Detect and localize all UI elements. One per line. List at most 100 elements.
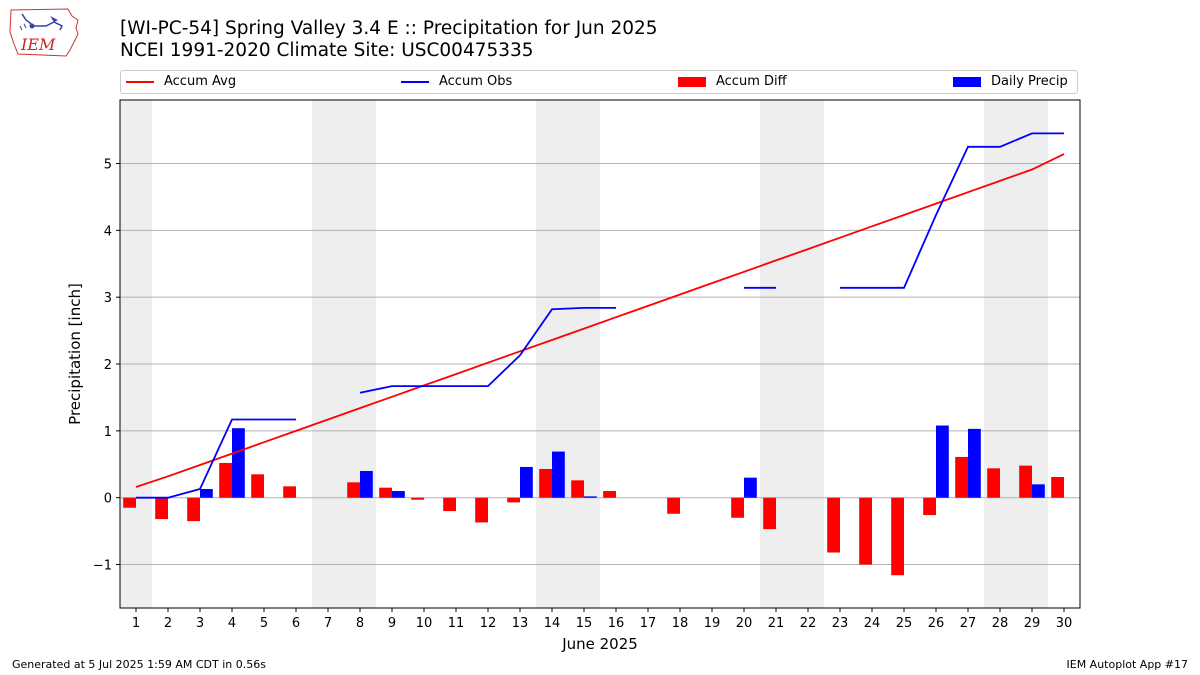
daily-precip-bar bbox=[1032, 484, 1045, 498]
accum-diff-bar bbox=[763, 497, 776, 530]
accum-diff-bar bbox=[955, 456, 968, 498]
y-tick-label: 4 bbox=[104, 224, 112, 239]
accum-obs-line bbox=[359, 306, 616, 394]
accum-diff-bar bbox=[251, 474, 264, 498]
x-tick-label: 9 bbox=[388, 616, 396, 631]
x-tick-label: 7 bbox=[324, 616, 332, 631]
x-tick-label: 20 bbox=[736, 616, 753, 631]
accum-obs-line bbox=[136, 418, 296, 499]
footer-generated: Generated at 5 Jul 2025 1:59 AM CDT in 0… bbox=[12, 658, 266, 671]
x-tick-label: 5 bbox=[260, 616, 268, 631]
y-tick-label: −1 bbox=[93, 559, 112, 574]
daily-precip-bar bbox=[200, 489, 213, 498]
legend-item-accum-avg: Accum Avg bbox=[126, 74, 236, 90]
chart-title: [WI-PC-54] Spring Valley 3.4 E :: Precip… bbox=[120, 18, 658, 62]
legend-label-daily-precip: Daily Precip bbox=[991, 74, 1068, 89]
accum-diff-bar bbox=[571, 480, 584, 498]
daily-precip-bar bbox=[392, 491, 405, 498]
x-tick-label: 21 bbox=[768, 616, 785, 631]
x-tick-label: 2 bbox=[164, 616, 172, 631]
iem-logo: IEM bbox=[8, 6, 80, 58]
accum-diff-bar bbox=[539, 468, 552, 498]
x-tick-label: 4 bbox=[228, 616, 236, 631]
bar-series bbox=[123, 425, 1064, 576]
weekend-band bbox=[984, 100, 1048, 608]
x-tick-label: 23 bbox=[832, 616, 849, 631]
accum-diff-bar bbox=[859, 497, 872, 565]
x-tick-label: 3 bbox=[196, 616, 204, 631]
iem-logo-text: IEM bbox=[20, 35, 56, 54]
daily-precip-bar bbox=[232, 428, 245, 498]
gridlines bbox=[120, 163, 1080, 566]
weekend-band bbox=[312, 100, 376, 608]
x-tick-label: 15 bbox=[576, 616, 593, 631]
accum-diff-bar bbox=[827, 497, 840, 553]
y-axis-ticks: −1 0 1 2 3 4 5 bbox=[93, 158, 120, 574]
x-tick-label: 8 bbox=[356, 616, 364, 631]
plot-frame bbox=[119, 99, 1081, 609]
y-tick-label: 5 bbox=[104, 158, 112, 173]
legend-swatch-accum-diff bbox=[678, 76, 706, 87]
chart-title-line2: NCEI 1991-2020 Climate Site: USC00475335 bbox=[120, 40, 534, 61]
x-tick-label: 6 bbox=[292, 616, 300, 631]
weekend-band bbox=[536, 100, 600, 608]
legend-item-daily-precip: Daily Precip bbox=[953, 74, 1068, 90]
daily-precip-bar bbox=[936, 425, 949, 498]
accum-diff-bar bbox=[603, 491, 616, 498]
weekend-band bbox=[760, 100, 824, 608]
x-tick-label: 14 bbox=[544, 616, 561, 631]
y-tick-label: 1 bbox=[104, 425, 112, 440]
x-tick-label: 13 bbox=[512, 616, 529, 631]
legend-label-accum-diff: Accum Diff bbox=[716, 74, 787, 89]
accum-diff-bar bbox=[1019, 465, 1032, 498]
x-axis-label: June 2025 bbox=[561, 635, 638, 653]
chart-legend: Accum Avg Accum Obs Accum Diff Daily Pre… bbox=[120, 70, 1078, 94]
x-tick-label: 12 bbox=[480, 616, 497, 631]
legend-item-accum-obs: Accum Obs bbox=[401, 74, 512, 90]
x-tick-label: 17 bbox=[640, 616, 657, 631]
accum-diff-bar bbox=[475, 497, 488, 523]
accum-diff-bar bbox=[891, 497, 904, 576]
daily-precip-bar bbox=[360, 470, 373, 498]
x-tick-label: 10 bbox=[416, 616, 433, 631]
x-tick-label: 19 bbox=[704, 616, 721, 631]
x-tick-label: 25 bbox=[896, 616, 913, 631]
accum-diff-bar bbox=[347, 482, 360, 498]
line-series bbox=[135, 132, 1065, 499]
footer-app: IEM Autoplot App #17 bbox=[1066, 658, 1189, 671]
legend-label-accum-obs: Accum Obs bbox=[439, 74, 513, 89]
accum-diff-bar bbox=[155, 497, 168, 520]
accum-diff-bar bbox=[283, 486, 296, 498]
x-tick-label: 30 bbox=[1056, 616, 1073, 631]
accum-diff-bar bbox=[411, 497, 424, 500]
x-tick-label: 24 bbox=[864, 616, 881, 631]
legend-swatch-daily-precip bbox=[953, 76, 981, 87]
daily-precip-bar bbox=[552, 451, 565, 498]
legend-swatch-accum-obs bbox=[401, 80, 429, 83]
accum-diff-bar bbox=[379, 487, 392, 498]
accum-diff-bar bbox=[667, 497, 680, 514]
accum-avg-line bbox=[135, 153, 1065, 488]
accum-diff-bar bbox=[187, 497, 200, 522]
weekend-shading bbox=[120, 100, 1048, 608]
x-tick-label: 26 bbox=[928, 616, 945, 631]
x-tick-label: 11 bbox=[448, 616, 465, 631]
x-tick-label: 18 bbox=[672, 616, 689, 631]
iem-logo-graphic: IEM bbox=[9, 8, 79, 57]
x-tick-label: 22 bbox=[800, 616, 817, 631]
chart-title-line1: [WI-PC-54] Spring Valley 3.4 E :: Precip… bbox=[120, 18, 658, 39]
weekend-band bbox=[120, 100, 152, 608]
x-tick-label: 1 bbox=[132, 616, 140, 631]
accum-diff-bar bbox=[987, 468, 1000, 498]
accum-diff-bar bbox=[923, 497, 936, 516]
y-tick-label: 2 bbox=[104, 358, 112, 373]
y-axis-label: Precipitation [inch] bbox=[66, 283, 84, 425]
daily-precip-bar bbox=[744, 477, 757, 498]
x-tick-label: 27 bbox=[960, 616, 977, 631]
accum-obs-line bbox=[840, 132, 1064, 289]
x-axis-ticks: 1 2 3 4 5 6 7 8 9 10 11 12 13 14 15 16 17 18 19 20 21 22 23 24 2… bbox=[132, 608, 1072, 631]
legend-swatch-accum-avg bbox=[126, 80, 154, 83]
y-tick-label: 0 bbox=[104, 492, 112, 507]
daily-precip-bar bbox=[968, 428, 981, 498]
